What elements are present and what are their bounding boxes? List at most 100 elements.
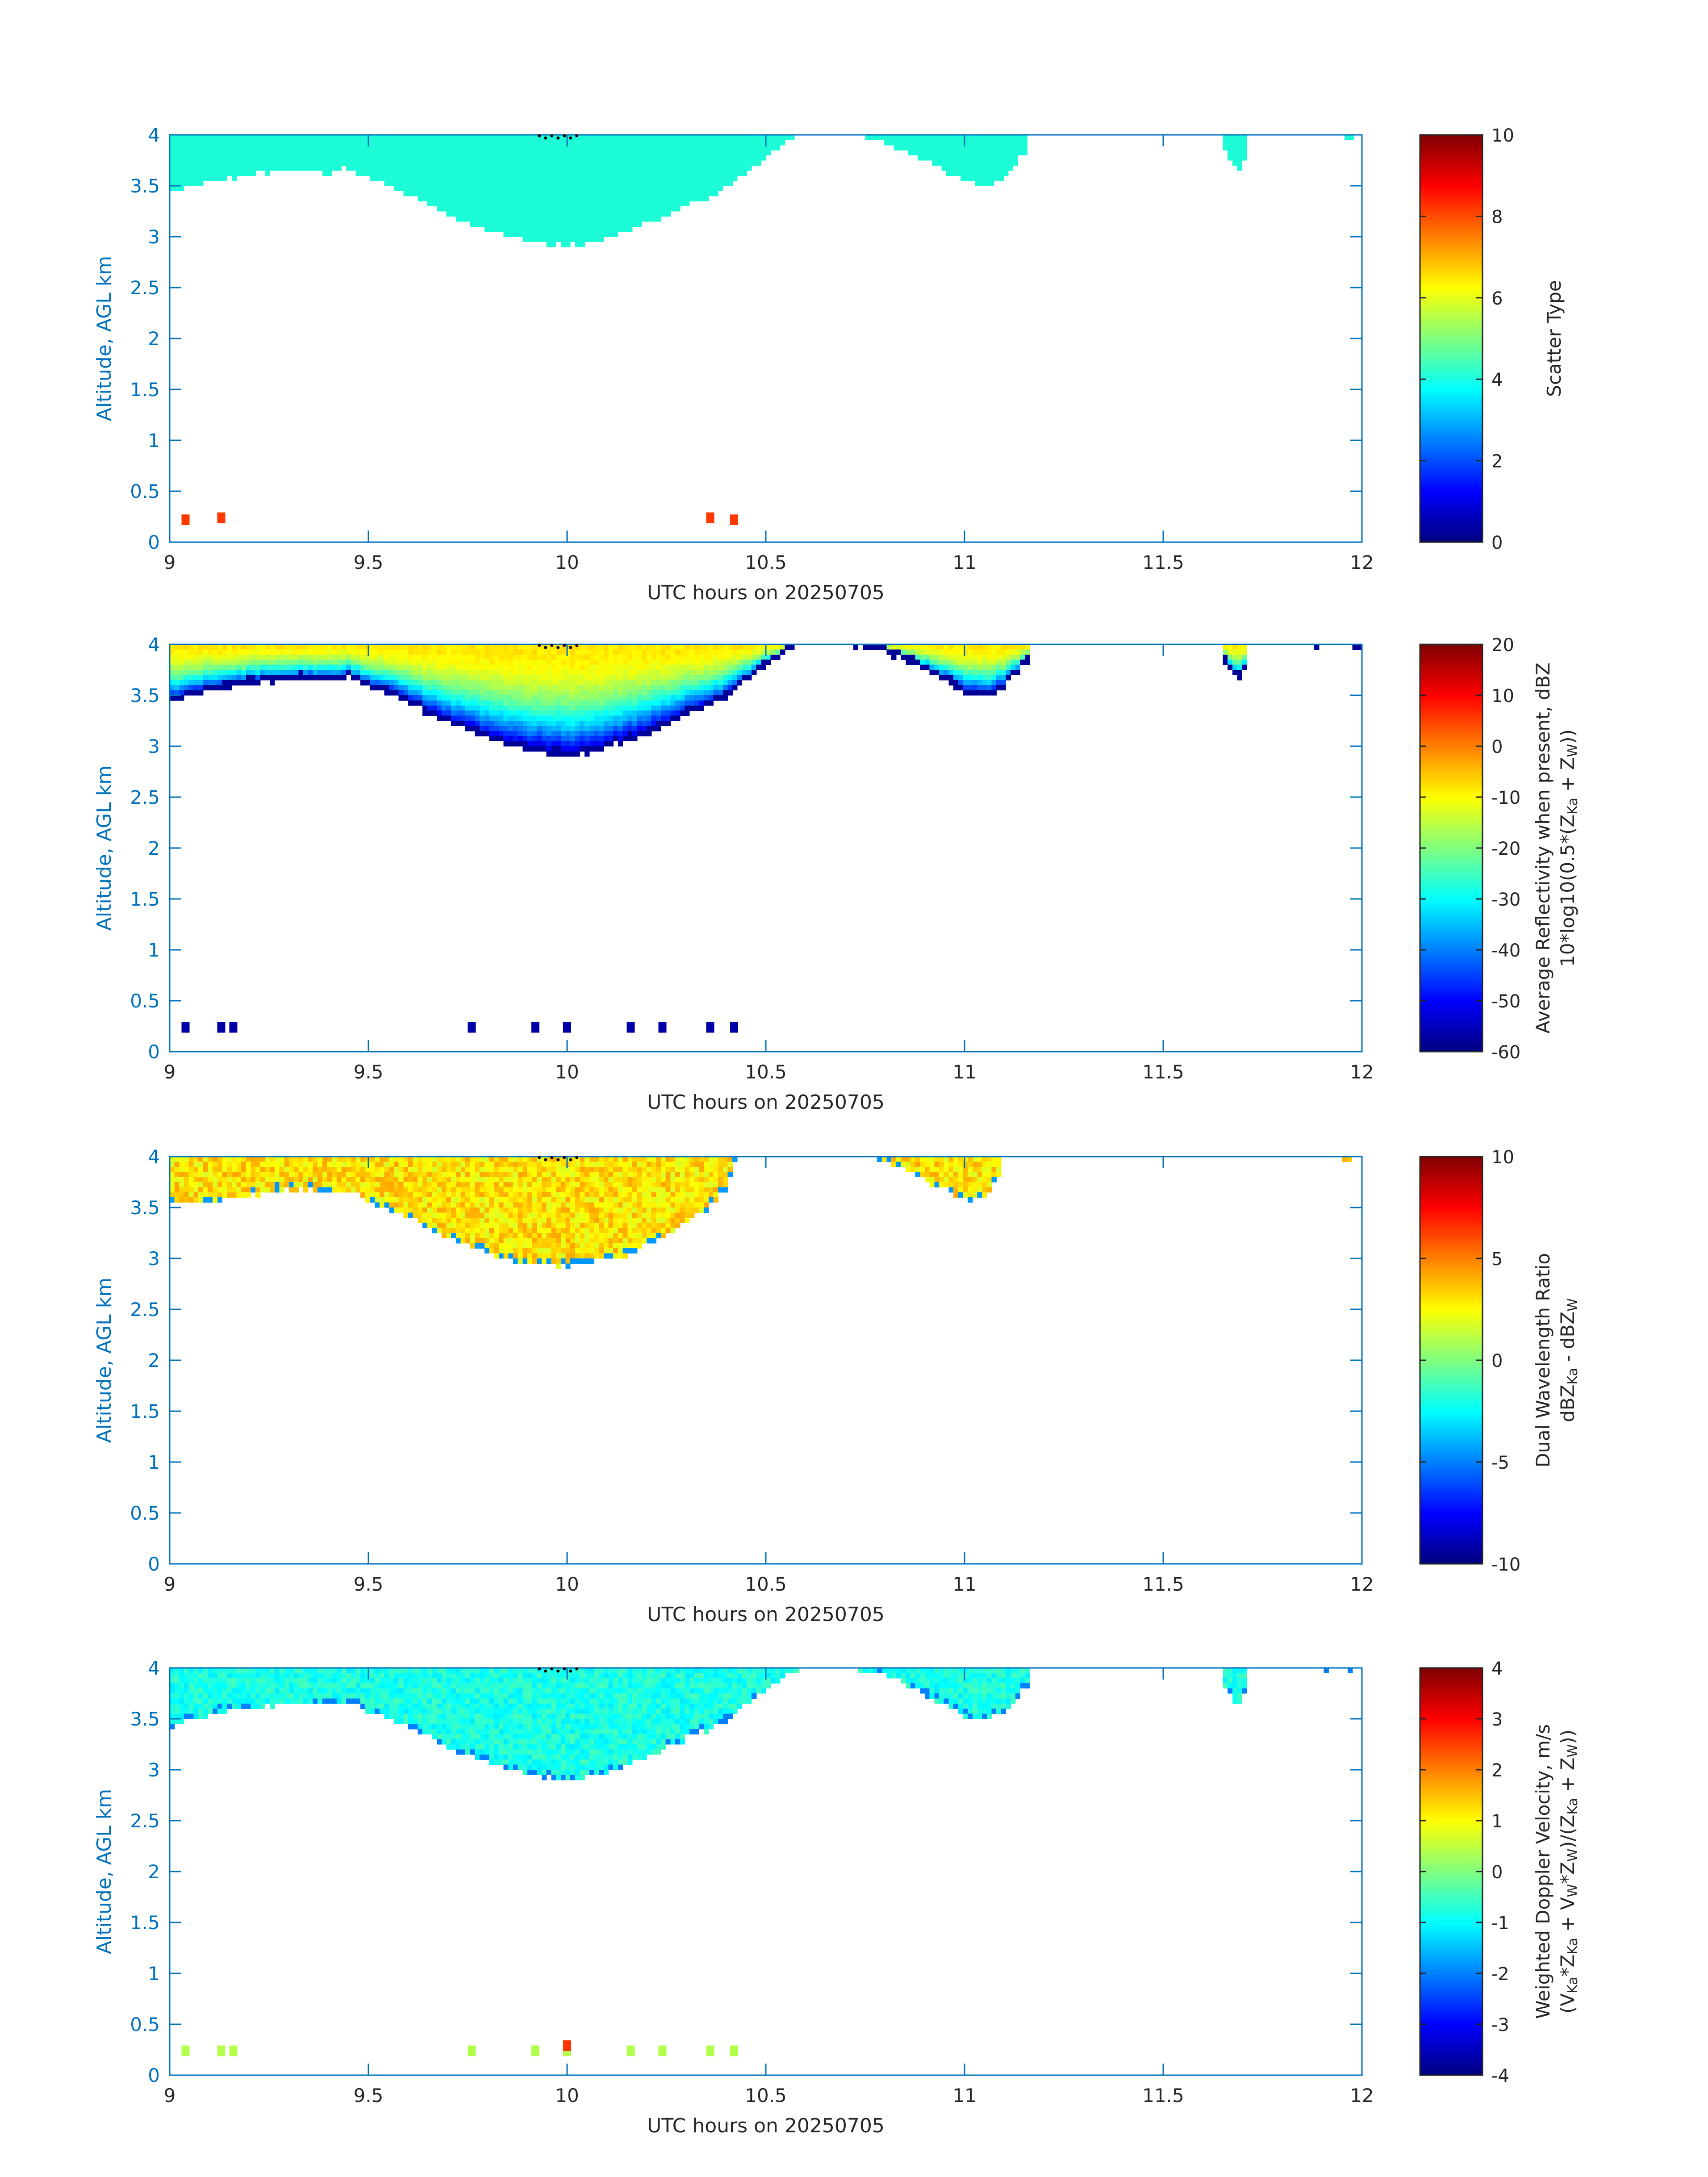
data-cell — [527, 206, 533, 212]
colorbar-swatch — [1420, 880, 1482, 884]
data-cell — [958, 680, 964, 685]
data-cell — [680, 180, 685, 186]
data-cell — [929, 660, 935, 665]
data-cell — [589, 685, 595, 691]
data-cell — [891, 649, 897, 655]
data-cell — [580, 746, 585, 752]
data-cell — [503, 1238, 509, 1244]
data-cell — [675, 660, 681, 665]
data-cell — [603, 726, 609, 731]
data-cell — [432, 1228, 437, 1233]
data-cell — [375, 140, 380, 146]
data-cell — [184, 175, 189, 181]
data-cell — [941, 145, 947, 150]
data-cell — [627, 211, 633, 217]
data-cell — [432, 175, 437, 181]
data-cell — [908, 135, 913, 140]
data-cell — [480, 649, 485, 655]
data-cell — [522, 206, 528, 212]
data-cell — [708, 649, 714, 655]
data-cell — [418, 191, 423, 196]
data-cell — [594, 180, 599, 186]
data-cell — [656, 695, 661, 701]
data-cell — [422, 660, 428, 665]
data-cell — [975, 165, 980, 171]
data-cell — [470, 1228, 476, 1233]
data-cell — [613, 211, 618, 217]
data-cell — [494, 1157, 499, 1162]
data-cell — [594, 705, 599, 711]
data-cell — [518, 710, 523, 716]
data-cell — [455, 675, 461, 681]
data-cell — [455, 1233, 461, 1238]
data-cell — [484, 165, 490, 171]
data-cell — [527, 685, 533, 691]
data-cell — [188, 670, 194, 675]
data-cell — [441, 700, 447, 706]
data-cell — [560, 721, 566, 726]
data-cell — [637, 649, 642, 655]
y-tick-label: 3 — [148, 735, 160, 757]
data-cell — [589, 715, 595, 721]
data-cell — [265, 675, 270, 681]
data-cell — [341, 155, 347, 161]
data-cell — [422, 680, 428, 685]
data-cell — [647, 211, 652, 217]
data-cell — [513, 710, 518, 716]
data-cell — [532, 180, 537, 186]
data-cell — [770, 654, 776, 660]
data-cell — [494, 160, 499, 166]
data-cell — [432, 1172, 437, 1178]
data-cell — [704, 690, 709, 696]
data-cell — [379, 155, 385, 161]
data-cell — [222, 1162, 227, 1167]
data-cell — [522, 731, 528, 736]
data-cell — [518, 731, 523, 736]
data-cell — [575, 660, 580, 665]
data-cell — [585, 736, 590, 742]
data-cell — [480, 170, 485, 176]
data-cell — [498, 1243, 504, 1249]
data-cell — [542, 726, 547, 731]
data-cell — [503, 649, 509, 655]
data-cell — [752, 654, 757, 660]
data-cell — [465, 201, 471, 207]
data-cell — [737, 649, 743, 655]
data-cell — [184, 1187, 189, 1193]
data-cell — [275, 155, 280, 161]
data-cell — [446, 1217, 451, 1223]
data-cell — [322, 155, 328, 161]
data-cell — [618, 670, 623, 675]
data-cell — [532, 654, 537, 660]
data-cell — [379, 680, 385, 685]
data-cell — [251, 664, 256, 670]
data-cell — [975, 180, 980, 186]
data-cell — [527, 660, 533, 665]
data-cell — [747, 654, 752, 660]
data-cell — [1001, 670, 1006, 675]
data-cell — [570, 751, 576, 757]
data-cell — [622, 664, 628, 670]
data-cell — [451, 705, 456, 711]
data-cell — [174, 155, 180, 161]
data-cell — [198, 180, 204, 186]
data-cell — [594, 221, 599, 227]
data-cell — [603, 741, 609, 747]
colorbar-swatch — [1420, 832, 1482, 836]
data-cell — [437, 675, 442, 681]
data-cell — [699, 654, 704, 660]
data-cell — [580, 175, 585, 181]
data-cell — [627, 170, 633, 176]
data-cell — [918, 155, 923, 161]
data-cell — [408, 150, 413, 156]
data-cell — [537, 196, 542, 201]
data-cell — [532, 221, 537, 227]
data-cell — [475, 1212, 480, 1218]
data-cell — [198, 160, 204, 166]
data-cell — [475, 140, 480, 146]
data-cell — [327, 135, 332, 140]
data-cell — [418, 145, 423, 150]
data-cell — [575, 726, 580, 731]
data-cell — [1018, 135, 1023, 140]
data-cell — [198, 1192, 204, 1198]
